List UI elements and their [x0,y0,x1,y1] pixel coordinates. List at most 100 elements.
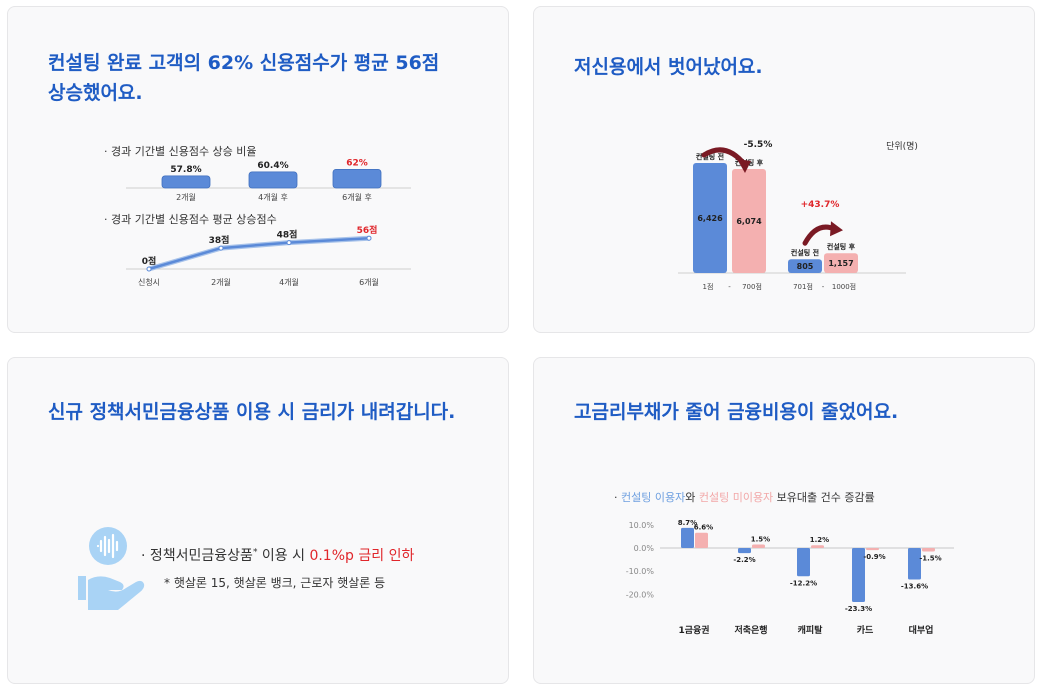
ratio-bar-label: 60.4% [257,161,288,171]
after-consulting-label: 컨설팅 후 [827,242,856,251]
users-bar-label: -23.3% [845,605,872,613]
before-consulting-label: 컨설팅 전 [791,248,819,257]
non-users-bar-label: 1.5% [751,536,770,544]
after-consulting-value: 6,074 [736,217,762,226]
legend-connector: 와 [685,491,699,504]
legend-bullet: · [614,491,621,504]
before-consulting-label: 컨설팅 전 [696,152,724,161]
change-rate-label: +43.7% [801,200,840,210]
ratio-bar-label: 57.8% [170,165,201,175]
avg-point-label: 0점 [142,255,157,267]
before-consulting-bar [788,259,822,273]
avg-chart-title: · 경과 기간별 신용점수 평균 상승점수 [104,213,277,226]
policy-rate-cut: 0.1%p 금리 인하 [309,548,415,564]
users-bar [908,548,921,580]
users-bar-label: -12.2% [790,579,817,587]
change-arrow-head [737,159,751,173]
range-end-label: 700점 [742,283,762,291]
non-users-bar [866,548,879,551]
low-credit-title: 저신용에서 벗어났어요. [574,56,763,78]
users-bar [797,548,810,577]
avg-line [147,236,371,271]
change-rate-label: -5.5% [744,140,773,150]
ratio-bar-label: 62% [346,158,368,168]
ratio-category-label: 4개월 후 [258,192,288,202]
avg-category-label: 신청시 [138,278,160,287]
ratio-bar [161,175,211,189]
policy-rate-mid: 이용 시 [257,548,310,564]
users-bar-label: -2.2% [733,556,755,564]
policy-card: 신규 정책서민금융상품 이용 시 금리가 내려갑니다. · 정책서민금융상품* … [7,357,509,684]
legend-series-non-users: 컨설팅 미이용자 [699,491,773,504]
avg-point [366,235,372,241]
before-consulting-bar [693,163,727,273]
low-credit-unit-label: 단위(명) [886,141,918,152]
ratio-category-label: 2개월 [176,192,196,202]
debt-card: 고금리부채가 줄어 금융비용이 줄었어요. · 컨설팅 이용자와 컨설팅 미이용… [533,357,1035,684]
avg-point [218,245,224,251]
y-tick-label: 10.0% [629,521,655,530]
before-consulting-value: 805 [797,262,814,271]
credit-increase-title-line2: 상승했어요. [48,82,143,104]
legend-rest: 보유대출 건수 증감률 [773,491,875,504]
debt-category-label: 카드 [857,624,874,636]
non-users-bar [811,545,824,548]
hand-holding-coin-icon [78,527,145,610]
avg-category-label: 2개월 [211,277,231,287]
non-users-bar [922,548,935,552]
avg-category-label: 6개월 [359,277,379,287]
after-consulting-value: 1,157 [828,259,853,268]
range-start-label: 701점 [793,283,813,291]
avg-point-label: 38점 [209,234,230,246]
y-tick-label: 0.0% [634,544,655,553]
avg-line-shadow [146,235,372,272]
debt-category-label: 1금융권 [678,624,709,636]
after-consulting-bar [824,253,858,273]
users-bar [852,548,865,603]
users-bar-label: 8.7% [678,519,697,527]
users-bar [738,548,751,554]
avg-point-label: 56점 [357,224,378,236]
range-end-label: 1000점 [832,283,856,291]
before-consulting-value: 6,426 [697,214,723,223]
debt-legend: · 컨설팅 이용자와 컨설팅 미이용자 보유대출 건수 증감률 [614,491,875,504]
non-users-bar-label: -1.5% [919,554,941,562]
credit-increase-title-line1: 컨설팅 완료 고객의 62% 신용점수가 평균 56점 [48,52,440,74]
debt-title: 고금리부채가 줄어 금융비용이 줄었어요. [574,401,899,423]
policy-rate-bullet: · 정책서민금융상품 [141,548,253,564]
debt-category-label: 대부업 [909,624,934,636]
policy-footnote: * 햇살론 15, 햇살론 뱅크, 근로자 햇살론 등 [164,576,386,590]
legend-series-users: 컨설팅 이용자 [621,491,685,504]
avg-category-label: 4개월 [279,277,299,287]
users-bar-label: -13.6% [901,583,928,591]
range-start-label: 1점 [703,283,714,291]
non-users-bar-label: 1.2% [810,536,829,544]
y-tick-label: -10.0% [626,567,655,576]
debt-category-label: 캐피탈 [798,624,824,636]
range-separator: - [728,283,731,291]
debt-category-label: 저축은행 [734,624,767,636]
range-separator: - [822,283,825,291]
avg-point-label: 48점 [277,229,298,241]
credit-increase-card: 컨설팅 완료 고객의 62% 신용점수가 평균 56점 상승했어요. · 경과 … [7,6,509,333]
policy-rate-line: · 정책서민금융상품* 이용 시 0.1%p 금리 인하 [141,545,414,565]
non-users-bar-label: -0.9% [863,553,885,561]
y-tick-label: -20.0% [626,590,655,599]
after-consulting-bar [732,169,766,273]
policy-title: 신규 정책서민금융상품 이용 시 금리가 내려갑니다. [48,401,456,423]
avg-point [286,240,292,246]
avg-point [146,266,152,272]
users-bar [681,527,694,548]
policy-rate-footnote-mark: * [252,547,258,558]
credit-increase-charts: · 경과 기간별 신용점수 상승 비율 57.8% 2개월 60.4% 4개월 후 62%… [104,145,411,287]
ratio-bar [248,171,298,189]
ratio-bar [332,168,382,189]
debt-chart: · 컨설팅 이용자와 컨설팅 미이용자 보유대출 건수 증감률 10.0% 0.0%… [614,491,954,636]
ratio-chart-title: · 경과 기간별 신용점수 상승 비율 [104,145,257,158]
non-users-bar-label: 6.6% [694,524,713,532]
change-arrow-head [830,221,843,237]
ratio-category-label: 6개월 후 [342,192,372,202]
non-users-bar [695,532,708,548]
